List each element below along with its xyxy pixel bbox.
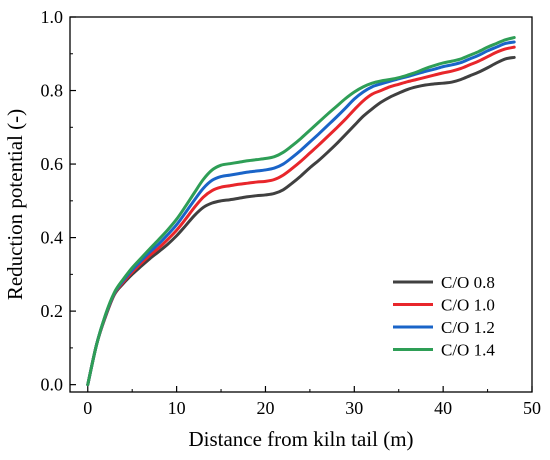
y-tick-label: 0.0 <box>41 375 64 395</box>
x-axis-label: Distance from kiln tail (m) <box>188 427 413 451</box>
series-line <box>86 40 516 387</box>
x-tick-label: 40 <box>434 398 452 418</box>
x-tick-label: 50 <box>523 398 541 418</box>
legend-label: C/O 1.2 <box>441 318 495 337</box>
y-tick-label: 0.4 <box>41 228 64 248</box>
plot-frame <box>69 16 533 393</box>
tick-labels: 0 10 20 30 40 50 0.0 0.2 0.4 0.6 0.8 1.0 <box>41 7 542 418</box>
legend: C/O 0.8 C/O 1.0 C/O 1.2 C/O 1.4 <box>393 273 495 360</box>
series-line <box>86 55 516 387</box>
y-axis-label: Reduction potential (-) <box>3 109 27 300</box>
x-tick-label: 10 <box>168 398 186 418</box>
x-tick-label: 0 <box>83 398 92 418</box>
series-lines <box>86 36 516 387</box>
legend-label: C/O 1.4 <box>441 341 495 360</box>
legend-label: C/O 0.8 <box>441 273 495 292</box>
series-line <box>86 45 516 387</box>
x-tick-label: 20 <box>256 398 274 418</box>
y-tick-label: 0.2 <box>41 301 64 321</box>
series-line <box>86 36 516 387</box>
legend-label: C/O 1.0 <box>441 296 495 315</box>
x-tick-label: 30 <box>345 398 363 418</box>
y-tick-label: 0.6 <box>41 154 64 174</box>
axes <box>69 16 533 393</box>
y-tick-label: 1.0 <box>41 7 64 27</box>
y-tick-label: 0.8 <box>41 81 64 101</box>
